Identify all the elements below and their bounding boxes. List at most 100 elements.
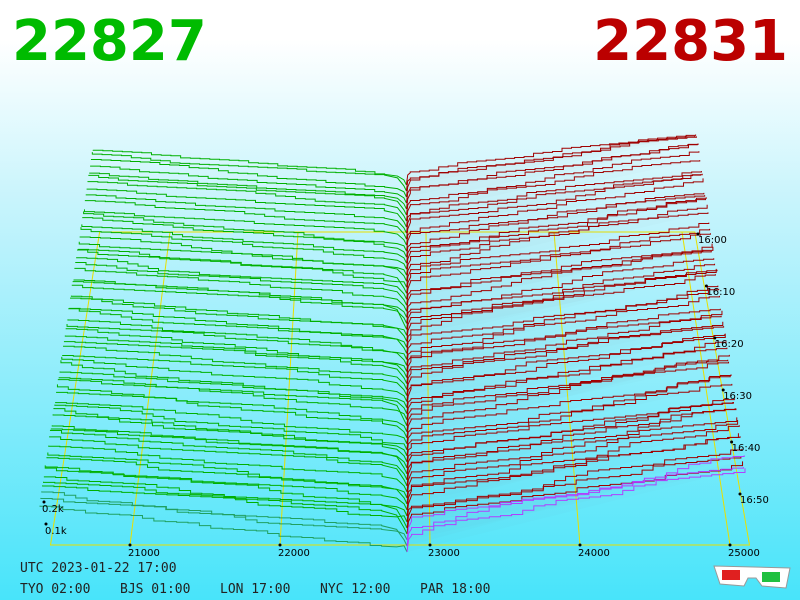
bid-depth-line [83,209,407,246]
price-tick [578,543,582,547]
bid-depth-line [56,391,408,438]
bid-depth-line [61,356,408,402]
price-tick [728,543,732,547]
ask-depth-line [406,436,741,516]
ask-depth-line [406,326,725,396]
bid-depth-line [68,308,408,354]
ask-depth-line [406,448,743,528]
city-clock: PAR 18:00 [420,582,490,597]
price-tick [128,543,132,547]
ask-depth-line [406,173,703,240]
bid-depth-line [53,407,408,456]
bid-depth-line [72,281,408,324]
ask-depth-line [406,197,707,270]
bid-depth-line [50,428,408,475]
ask-depth-line [406,288,720,360]
time-tick [696,232,700,236]
depth-label: 0.2k [42,504,64,515]
bid-depth-line [52,414,408,462]
ask-depth-line [406,398,735,474]
ask-depth-line [406,308,721,372]
ask-depth-line [406,295,720,366]
bid-depth-line [67,319,408,360]
bid-depth-line [39,505,408,553]
bid-depth-line [91,152,407,192]
bid-depth-line [48,445,408,493]
ask-depth-line [406,383,733,456]
bid-depth-line [80,227,408,270]
depth-tick [42,500,46,504]
city-clock: NYC 12:00 [320,582,390,597]
bid-depth-line [88,174,407,216]
depth-tick [44,522,48,526]
time-tick [730,440,734,444]
ask-depth-line [406,359,729,426]
price-label: 22000 [278,548,310,559]
bid-depth-line [42,485,408,535]
bid-depth-line [77,249,408,294]
bid-depth-line [42,481,408,529]
bid-depth-line [49,429,408,481]
glasses-icon [713,565,791,589]
time-label: 16:30 [723,391,752,402]
bid-depth-line [62,354,408,396]
depth-slices [39,134,746,553]
time-label: 16:50 [740,495,769,506]
ask-depth-line [406,333,726,408]
ask-depth-line [405,135,696,186]
bid-depth-line [81,224,408,264]
bid-depth-line [77,248,408,288]
ask-depth-line [406,408,736,480]
floor-outline [49,231,751,546]
ask-depth-line [405,174,702,228]
bid-depth-line [55,402,408,444]
ask-depth-line [406,268,717,342]
bid-depth-line [60,360,408,408]
ask-depth-line [406,192,705,252]
ask-depth-line [405,136,697,198]
ask-depth-line [406,222,710,288]
price-tick [278,543,282,547]
bid-depth-line [43,476,408,523]
city-clock: LON 17:00 [220,582,290,597]
ask-depth-line [406,375,731,444]
ask-depth-line [406,212,709,282]
time-label: 16:20 [715,339,744,350]
ask-depth-line [406,269,718,348]
floor-grid-line [129,231,171,546]
ask-depth-line [405,160,701,222]
bid-depth-line [59,371,408,414]
ask-depth-line [406,204,708,276]
bid-depth-line [57,379,408,426]
ask-depth-line [406,246,714,318]
ask-depth-line [406,171,702,234]
bid-price: 22827 [12,9,207,74]
bid-depth-line [86,188,407,228]
time-tick [713,336,717,340]
ask-depth-line [406,178,704,246]
ask-depth-line [405,143,699,210]
bid-depth-line [90,165,407,204]
bid-depth-line [51,425,408,468]
bid-depth-line [56,384,408,432]
utc-time: UTC 2023-01-22 17:00 [20,561,177,576]
ask-depth-line [406,468,746,553]
ask-depth-line [406,417,738,492]
bid-depth-line [46,457,408,505]
bid-depth-line [64,335,408,378]
bid-depth-line [49,436,408,487]
ask-depth-line [405,151,700,216]
time-tick [704,284,708,288]
bid-depth-line [47,452,408,499]
price-tick [428,543,432,547]
bid-depth-line [66,324,408,366]
bid-depth-line [44,465,408,517]
ask-depth-line [406,233,711,300]
bid-depth-line [87,181,407,222]
bid-depth-line [84,200,407,240]
bid-depth-line [89,172,407,210]
ask-depth-line [406,228,711,294]
ask-depth-line [406,455,745,547]
